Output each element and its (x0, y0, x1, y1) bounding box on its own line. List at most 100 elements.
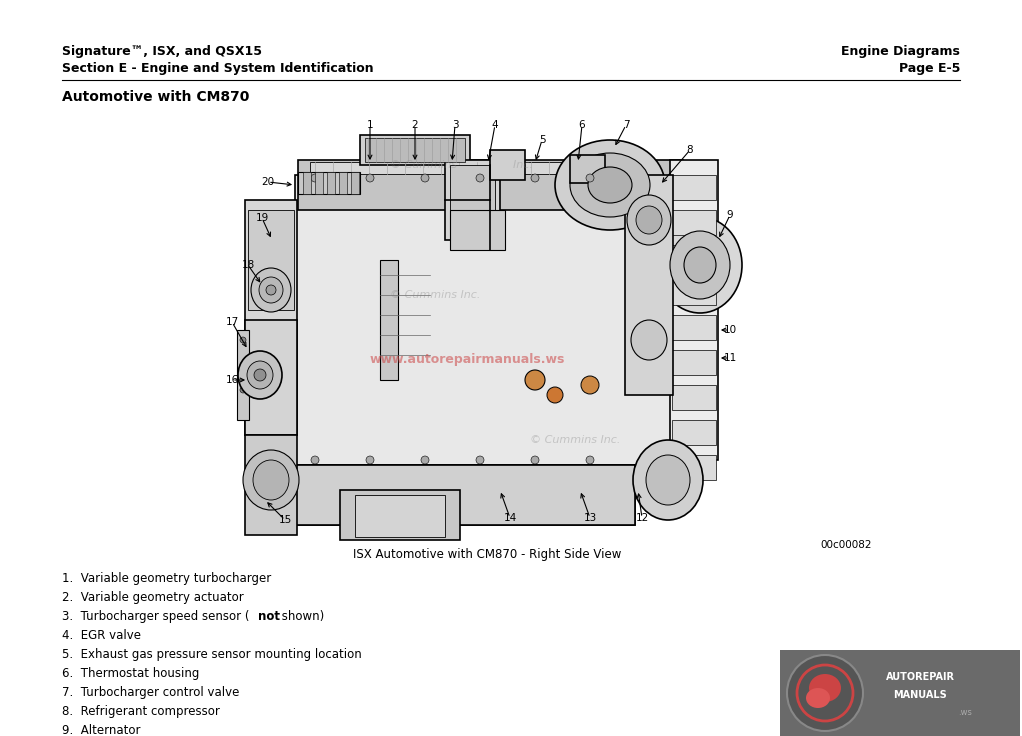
Text: 18: 18 (241, 260, 254, 270)
Ellipse shape (525, 370, 545, 390)
Text: .ws: .ws (958, 708, 972, 717)
Ellipse shape (240, 387, 246, 393)
Ellipse shape (570, 153, 650, 217)
Ellipse shape (476, 456, 484, 464)
Ellipse shape (787, 655, 863, 731)
Text: 16: 16 (226, 375, 238, 385)
Bar (339, 172, 347, 194)
Ellipse shape (240, 362, 246, 368)
Text: 5.  Exhaust gas pressure sensor mounting location: 5. Exhaust gas pressure sensor mounting … (62, 648, 362, 661)
Text: 2.  Variable geometry actuator: 2. Variable geometry actuator (62, 591, 244, 604)
Ellipse shape (809, 674, 841, 702)
Bar (315, 172, 323, 194)
Text: Engine Diagrams: Engine Diagrams (841, 45, 960, 58)
Ellipse shape (684, 247, 716, 283)
Bar (445, 160, 500, 240)
Text: 1: 1 (367, 120, 373, 130)
Bar (672, 420, 716, 445)
Text: 6: 6 (578, 120, 586, 130)
Bar (672, 245, 716, 270)
Text: © Cummins Inc.: © Cummins Inc. (530, 435, 620, 445)
Bar (672, 210, 716, 235)
Ellipse shape (628, 195, 671, 245)
Ellipse shape (247, 361, 273, 389)
Text: 13: 13 (584, 513, 597, 523)
Bar (225, 115, 735, 540)
Text: MANUALS: MANUALS (893, 690, 946, 700)
Ellipse shape (266, 285, 276, 295)
Text: www.autorepairmanuals.ws: www.autorepairmanuals.ws (370, 353, 565, 367)
Ellipse shape (254, 369, 266, 381)
Text: 2: 2 (412, 120, 418, 130)
Ellipse shape (636, 206, 662, 234)
Bar (672, 175, 716, 200)
Text: 5: 5 (539, 135, 546, 145)
Text: 19: 19 (256, 213, 269, 223)
Bar (672, 280, 716, 305)
Bar (670, 160, 718, 460)
Ellipse shape (670, 231, 730, 299)
Ellipse shape (580, 376, 599, 394)
Bar (672, 350, 716, 375)
Text: 7.  Turbocharger control valve: 7. Turbocharger control valve (62, 686, 239, 699)
Ellipse shape (366, 174, 374, 182)
Text: 8: 8 (687, 145, 693, 155)
Text: 9: 9 (727, 210, 734, 220)
Bar (490, 150, 525, 180)
Ellipse shape (806, 688, 830, 708)
Bar (245, 435, 297, 535)
Bar (365, 138, 465, 162)
Bar (672, 385, 716, 410)
Text: 00c00082: 00c00082 (820, 540, 872, 550)
Ellipse shape (311, 456, 319, 464)
Bar (295, 465, 635, 525)
Text: not: not (258, 610, 280, 623)
Ellipse shape (240, 337, 246, 343)
Ellipse shape (658, 217, 742, 313)
Text: 3: 3 (452, 120, 458, 130)
Text: 8.  Refrigerant compressor: 8. Refrigerant compressor (62, 705, 220, 718)
Bar (380, 260, 398, 380)
Bar (360, 135, 470, 165)
Text: 15: 15 (278, 515, 291, 525)
Text: Section E - Engine and System Identification: Section E - Engine and System Identifica… (62, 62, 374, 75)
Bar (303, 172, 311, 194)
Ellipse shape (633, 440, 703, 520)
Bar (672, 455, 716, 480)
Bar (340, 490, 460, 540)
Text: Page E-5: Page E-5 (898, 62, 960, 75)
Ellipse shape (243, 450, 299, 510)
Text: 20: 20 (262, 177, 275, 187)
Bar (625, 175, 673, 395)
Bar (295, 175, 685, 465)
Bar (245, 320, 297, 435)
Bar (248, 210, 294, 310)
Ellipse shape (588, 167, 632, 203)
Text: © Cummins Inc.: © Cummins Inc. (390, 290, 480, 300)
Text: Automotive with CM870: Automotive with CM870 (62, 90, 249, 104)
Text: Signature™, ISX, and QSX15: Signature™, ISX, and QSX15 (62, 45, 262, 58)
Text: ISX Automotive with CM870 - Right Side View: ISX Automotive with CM870 - Right Side V… (353, 548, 621, 561)
Ellipse shape (586, 174, 594, 182)
Ellipse shape (555, 140, 665, 230)
Text: 17: 17 (226, 317, 238, 327)
Bar (351, 172, 359, 194)
Text: shown): shown) (278, 610, 324, 623)
Bar (355, 495, 445, 537)
Bar (450, 165, 495, 235)
Ellipse shape (311, 174, 319, 182)
Ellipse shape (253, 460, 289, 500)
Ellipse shape (586, 456, 594, 464)
Ellipse shape (531, 174, 539, 182)
Ellipse shape (547, 387, 563, 403)
Text: 4.  EGR valve: 4. EGR valve (62, 629, 141, 642)
Bar (298, 160, 683, 210)
Bar (450, 210, 505, 250)
Text: 11: 11 (724, 353, 737, 363)
Text: 1.  Variable geometry turbocharger: 1. Variable geometry turbocharger (62, 572, 271, 585)
Ellipse shape (476, 174, 484, 182)
Ellipse shape (366, 456, 374, 464)
Text: 14: 14 (504, 513, 517, 523)
Text: 4: 4 (492, 120, 499, 130)
Ellipse shape (631, 320, 667, 360)
